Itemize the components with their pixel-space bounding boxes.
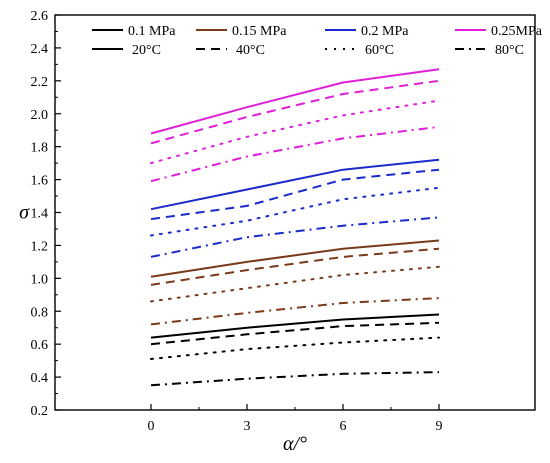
series-line	[150, 336, 440, 360]
x-tick-label: 6	[340, 419, 347, 434]
y-tick-label: 2.6	[31, 9, 49, 24]
series-line	[150, 216, 440, 258]
series-line	[150, 321, 440, 346]
y-tick-label: 1.8	[31, 141, 49, 156]
legend-label: 0.2 MPa	[361, 24, 409, 39]
series-line	[150, 371, 440, 387]
x-tick-label: 3	[244, 419, 251, 434]
series-line	[150, 265, 440, 303]
y-tick-label: 1.0	[31, 272, 49, 287]
y-tick-label: 2.4	[31, 42, 49, 57]
legend-label: 0.25MPa	[491, 24, 543, 39]
plot-frame	[54, 14, 536, 411]
y-tick-label: 0.6	[31, 338, 49, 353]
legend-label: 20°C	[132, 43, 161, 58]
y-tick-label: 0.4	[31, 371, 49, 386]
legend-label: 0.15 MPa	[232, 24, 287, 39]
series-line	[150, 125, 440, 183]
series-line	[150, 99, 440, 165]
plot-area-border	[54, 14, 536, 411]
legend-label: 80°C	[495, 43, 524, 58]
series-layer	[150, 68, 440, 387]
y-axis-title: σ	[19, 202, 30, 224]
y-tick-label: 2.2	[31, 75, 49, 90]
y-tick-label: 1.4	[31, 207, 49, 222]
series-line	[150, 168, 440, 221]
series-line	[150, 247, 440, 286]
y-tick-label: 1.2	[31, 239, 49, 254]
series-line	[150, 79, 440, 145]
x-axis-title: α/°	[283, 433, 307, 455]
legend: 0.1 MPa 0.15 MPa 0.2 MPa 0.25MPa 20°C 40°C 60°…	[92, 24, 543, 58]
series-line	[150, 239, 440, 278]
series-line	[150, 68, 440, 135]
y-tick-label: 0.2	[31, 404, 49, 419]
y-tick-label: 2.0	[31, 108, 49, 123]
legend-label: 0.1 MPa	[128, 24, 176, 39]
legend-label: 40°C	[236, 43, 265, 58]
series-line	[150, 313, 440, 339]
x-tick-label: 9	[436, 419, 443, 434]
series-line	[150, 158, 440, 211]
x-tick-label: 0	[148, 419, 155, 434]
series-line	[150, 186, 440, 237]
series-line	[150, 297, 440, 326]
y-tick-label: 1.6	[31, 174, 49, 189]
y-tick-label: 0.8	[31, 305, 49, 320]
legend-label: 60°C	[365, 43, 394, 58]
tick-layer: 0.2 0.4 0.6 0.8 1.0 1.2 1.4 1.6 1.8 2.0 2.2 2.4 2.6 0…	[31, 9, 443, 434]
